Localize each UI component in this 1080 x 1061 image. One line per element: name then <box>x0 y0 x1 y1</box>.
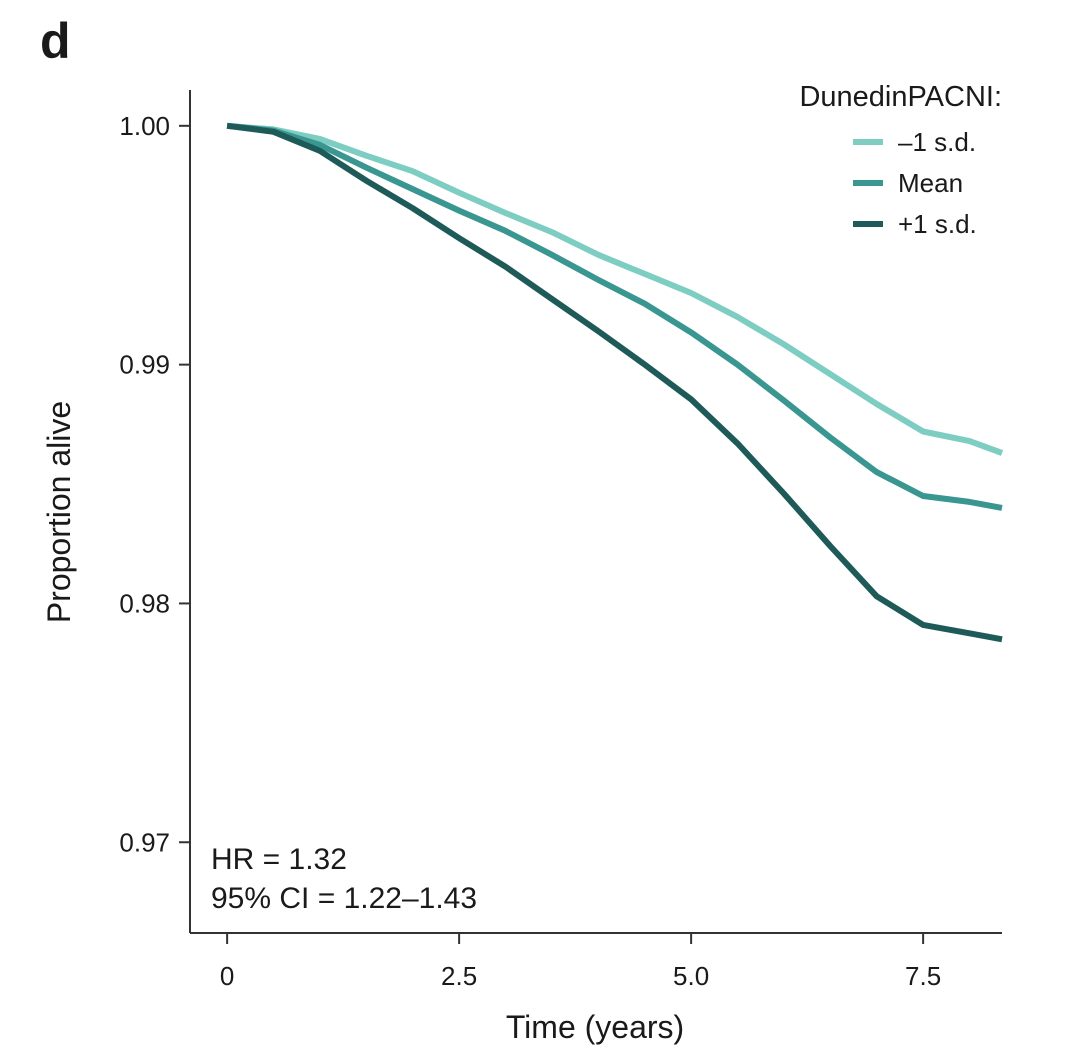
legend-title: DunedinPACNI: <box>799 81 1002 113</box>
x-tick-label: 0 <box>220 961 234 991</box>
legend-label-0: –1 s.d. <box>898 127 976 157</box>
panel-label: d <box>40 13 71 69</box>
series-line-1 <box>226 122 1003 511</box>
legend-label-1: Mean <box>898 168 963 198</box>
axes: 1.00 0.99 0.98 0.97 0 2.5 5.0 7.5 <box>119 90 1002 991</box>
y-tick-label: 1.00 <box>119 111 170 141</box>
legend: DunedinPACNI: –1 s.d. Mean +1 s.d. <box>799 81 1002 239</box>
x-axis-title: Time (years) <box>506 1009 684 1045</box>
y-axis-title: Proportion alive <box>41 401 77 623</box>
legend-label-2: +1 s.d. <box>898 209 977 239</box>
series-line-0 <box>226 122 1004 456</box>
annotation-0: HR = 1.32 <box>211 843 347 876</box>
y-tick-label: 0.98 <box>119 588 170 618</box>
y-tick-label: 0.97 <box>119 827 170 857</box>
x-tick-label: 7.5 <box>905 961 941 991</box>
y-tick-label: 0.99 <box>119 350 170 380</box>
annotations: HR = 1.32 95% CI = 1.22–1.43 <box>211 843 477 915</box>
series-lines <box>226 122 1004 643</box>
annotation-1: 95% CI = 1.22–1.43 <box>211 882 477 915</box>
series-line-2 <box>226 122 1003 643</box>
x-tick-label: 2.5 <box>441 961 477 991</box>
x-tick-label: 5.0 <box>673 961 709 991</box>
